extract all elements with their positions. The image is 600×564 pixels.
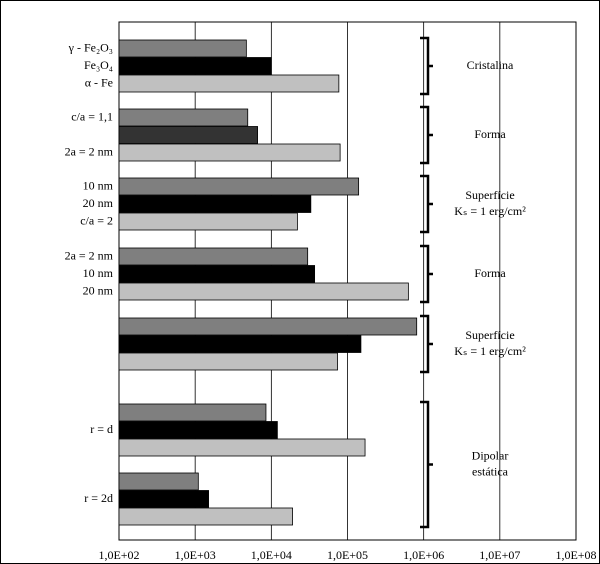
bar (118, 177, 360, 196)
bracket-label: Kₛ = 1 erg/cm² (454, 204, 526, 218)
x-tick-label: 1,0E+08 (555, 548, 596, 562)
bar (118, 265, 316, 283)
bar (118, 438, 366, 457)
bracket-label: Forma (474, 127, 506, 141)
y-tick-label: Fe₃O₄ (84, 58, 113, 72)
bracket-label: Forma (474, 266, 506, 280)
y-tick-label: γ - Fe₂O₃ (68, 40, 113, 54)
bar (118, 74, 340, 93)
bar (118, 403, 267, 422)
bar (118, 57, 272, 75)
y-tick-label: 20 nm (83, 196, 114, 210)
y-tick-label: α - Fe (85, 75, 113, 89)
bracket-label: estática (472, 464, 509, 478)
y-tick-label: 10 nm (83, 178, 114, 192)
bar (118, 352, 338, 371)
y-tick-label: 2a = 2 nm (65, 144, 114, 158)
bracket (420, 36, 433, 96)
bracket-label: Dipolar (472, 448, 509, 462)
bar (118, 472, 199, 491)
x-tick-label: 1,0E+07 (479, 548, 520, 562)
bar (118, 39, 247, 58)
bracket-label: Superfície (465, 188, 514, 202)
bar (118, 507, 293, 526)
y-tick-label: c/a = 1,1 (71, 109, 113, 123)
bracket (420, 174, 433, 234)
bar (118, 195, 312, 213)
bar (118, 143, 341, 162)
bar (118, 247, 309, 266)
bracket-label: Cristalina (467, 58, 514, 72)
bar (118, 126, 258, 144)
x-tick-label: 1,0E+05 (327, 548, 368, 562)
bracket (420, 400, 433, 529)
bracket-label: Kₛ = 1 erg/cm² (454, 344, 526, 358)
x-tick-label: 1,0E+02 (98, 548, 139, 562)
bar (118, 335, 362, 353)
bar (118, 317, 418, 336)
bar (118, 282, 409, 301)
y-tick-label: 2a = 2 nm (65, 248, 114, 262)
bar (118, 108, 249, 127)
bar (118, 421, 278, 439)
bracket (420, 314, 433, 374)
bracket-label: Superfície (465, 328, 514, 342)
x-tick-label: 1,0E+03 (175, 548, 216, 562)
y-tick-label: r = 2d (84, 491, 113, 505)
y-tick-label: 10 nm (83, 266, 114, 280)
bar (118, 212, 298, 231)
x-tick-label: 1,0E+06 (403, 548, 444, 562)
bar (118, 490, 209, 508)
x-tick-label: 1,0E+04 (251, 548, 292, 562)
y-tick-label: 20 nm (83, 283, 114, 297)
bracket (420, 105, 433, 165)
y-tick-label: r = d (90, 422, 113, 436)
bracket (420, 244, 433, 304)
y-tick-label: c/a = 2 (80, 213, 113, 227)
